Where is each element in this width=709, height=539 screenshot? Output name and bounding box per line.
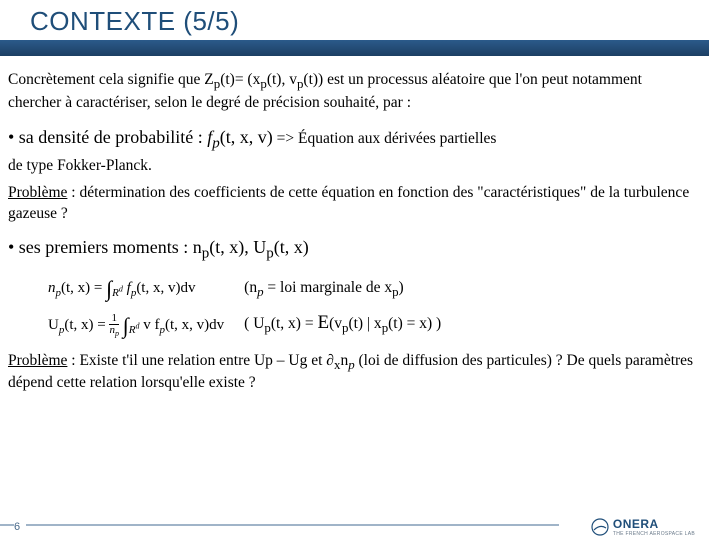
text: • ses premiers moments : n	[8, 237, 202, 257]
R: R	[112, 287, 119, 299]
vf: v f	[139, 317, 159, 333]
text: (t, x, v)	[220, 127, 273, 147]
eq-args: (t, x) =	[64, 317, 109, 333]
label: Problème	[8, 184, 67, 201]
sub: p	[212, 136, 220, 152]
page-number: 6	[14, 521, 26, 533]
slide-title: CONTEXTE (5/5)	[30, 6, 239, 37]
footer-line	[0, 524, 559, 526]
eq-np: np(t, x) = ∫Rd fp(t, x, v)dv	[48, 270, 224, 307]
note-Up: ( Up(t, x) = E(vp(t) | xp(t) = x) )	[244, 305, 441, 341]
text: = loi marginale de x	[264, 279, 393, 296]
bullet-density: • sa densité de probabilité : fp(t, x, v…	[8, 125, 697, 154]
sub: p	[266, 246, 274, 262]
logo-name: ONERA	[613, 517, 695, 531]
text: (t, x), U	[209, 237, 266, 257]
bullet-moments: • ses premiers moments : np(t, x), Up(t,…	[8, 235, 697, 264]
eq-Up: Up(t, x) = 1np ∫Rd v fp(t, x, v)dv	[48, 307, 224, 344]
onera-logo: ONERA THE FRENCH AEROSPACE LAB	[591, 517, 695, 537]
args: (t, x, v)dv	[165, 317, 224, 333]
int-domain: Rd	[112, 287, 123, 299]
den: np	[109, 325, 119, 338]
text: )	[399, 279, 404, 296]
label: Problème	[8, 352, 67, 369]
arrow-text: => Équation aux dérivées partielles	[273, 130, 497, 147]
lhs: U	[48, 317, 59, 333]
logo-text-block: ONERA THE FRENCH AEROSPACE LAB	[613, 517, 695, 537]
footer: 6 ONERA THE FRENCH AEROSPACE LAB	[0, 515, 709, 539]
problem-1: Problème : détermination des coefficient…	[8, 183, 697, 225]
logo-tagline: THE FRENCH AEROSPACE LAB	[613, 531, 695, 537]
slide-content: Concrètement cela signifie que Z p (t)= (x…	[0, 56, 709, 394]
text: (t)= (x	[220, 71, 260, 88]
logo-icon	[591, 518, 609, 536]
note-np: (np = loi marginale de xp)	[244, 273, 441, 305]
text: • sa densité de probabilité :	[8, 127, 207, 147]
f: f	[123, 280, 131, 296]
text: Concrètement cela signifie que Z	[8, 71, 214, 88]
int-domain: Rd	[129, 324, 140, 336]
text: (n	[244, 279, 257, 296]
eq-args: (t, x) =	[61, 280, 106, 296]
intro-paragraph: Concrètement cela signifie que Zp(t)= (x…	[8, 70, 697, 113]
text: (t), v	[267, 71, 297, 88]
args: (t, x, v)dv	[136, 280, 195, 296]
text: (t, x) =	[271, 315, 318, 332]
text: (t, x)	[274, 237, 309, 257]
fraction: 1np	[109, 313, 119, 338]
equations-block: np(t, x) = ∫Rd fp(t, x, v)dv Up(t, x) = …	[8, 270, 697, 345]
text: (t) = x) )	[388, 315, 441, 332]
text: : détermination des coefficients de cett…	[8, 184, 689, 222]
integral-equations: np(t, x) = ∫Rd fp(t, x, v)dv Up(t, x) = …	[48, 270, 224, 345]
text: : Existe t'il une relation entre Up – Ug…	[67, 352, 334, 369]
text: (t) | x	[348, 315, 381, 332]
expectation: E	[317, 312, 329, 333]
text: (v	[329, 315, 342, 332]
title-bar: CONTEXTE (5/5)	[0, 0, 709, 56]
equation-notes: (np = loi marginale de xp) ( Up(t, x) = …	[244, 273, 441, 341]
fokker-planck: de type Fokker-Planck.	[8, 156, 697, 177]
text: ( U	[244, 315, 264, 332]
problem-2: Problème : Existe t'il une relation entr…	[8, 351, 697, 394]
lhs: n	[48, 280, 56, 296]
sub: p	[115, 329, 119, 338]
